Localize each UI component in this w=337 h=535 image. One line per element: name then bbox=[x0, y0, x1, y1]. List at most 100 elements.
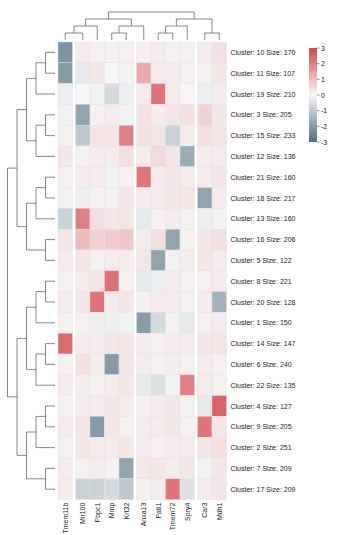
heatmap-cell bbox=[166, 458, 181, 479]
heatmap-cell bbox=[58, 271, 73, 292]
heatmap-cell bbox=[137, 167, 152, 188]
row-label: Cluster: 5 Size: 122 bbox=[231, 257, 292, 264]
row-dendrogram-link bbox=[27, 307, 37, 369]
heatmap-cell bbox=[119, 396, 134, 417]
heatmap-cell bbox=[212, 188, 227, 209]
heatmap-cell bbox=[151, 354, 166, 375]
heatmap-cell bbox=[198, 375, 213, 396]
heatmap-cell bbox=[198, 271, 213, 292]
heatmap-cell bbox=[90, 375, 105, 396]
heatmap-cell bbox=[105, 167, 120, 188]
heatmap-cell bbox=[119, 271, 134, 292]
heatmap-cell bbox=[180, 375, 195, 396]
heatmap-cell bbox=[90, 167, 105, 188]
heatmap-cell bbox=[166, 146, 181, 167]
heatmap-cell bbox=[198, 416, 213, 437]
heatmap-cell bbox=[58, 42, 73, 63]
heatmap-cell bbox=[58, 208, 73, 229]
heatmap-cell bbox=[180, 458, 195, 479]
heatmap-cell bbox=[151, 416, 166, 437]
heatmap-cell bbox=[90, 479, 105, 500]
color-bar: 3210-1-2-3 bbox=[309, 45, 327, 146]
color-bar-tick bbox=[317, 63, 320, 64]
heatmap-cell bbox=[137, 292, 152, 313]
heatmap-cell bbox=[76, 271, 91, 292]
color-bar-tick bbox=[317, 79, 320, 80]
row-label: Cluster: 19 Size: 210 bbox=[231, 91, 296, 98]
heatmap-cell bbox=[166, 42, 181, 63]
heatmap-cell bbox=[90, 312, 105, 333]
heatmap-cell bbox=[180, 396, 195, 417]
heatmap-cell bbox=[212, 84, 227, 105]
heatmap-cell bbox=[198, 354, 213, 375]
heatmap-cell bbox=[180, 271, 195, 292]
heatmap-cell bbox=[76, 104, 91, 125]
heatmap-cell bbox=[212, 354, 227, 375]
heatmap-cell bbox=[76, 479, 91, 500]
heatmap-cell bbox=[180, 125, 195, 146]
row-label: Cluster: 13 Size: 160 bbox=[231, 215, 296, 222]
column-label: Tmem11b bbox=[62, 503, 69, 534]
color-bar-gradient bbox=[309, 48, 317, 142]
heatmap-cell bbox=[137, 271, 152, 292]
heatmap-cell bbox=[119, 42, 134, 63]
heatmap-cell bbox=[137, 333, 152, 354]
color-bar-tick-label: 0 bbox=[321, 92, 325, 99]
column-label: Anxa13 bbox=[140, 503, 147, 527]
heatmap-cell bbox=[119, 292, 134, 313]
row-label: Cluster: 11 Size: 107 bbox=[231, 70, 296, 77]
heatmap-cell bbox=[105, 333, 120, 354]
heatmap-cell bbox=[58, 416, 73, 437]
column-label: Mmp bbox=[108, 503, 116, 519]
heatmap-cell bbox=[58, 250, 73, 271]
heatmap-cell bbox=[119, 208, 134, 229]
heatmap-cell bbox=[76, 458, 91, 479]
heatmap-cell bbox=[105, 125, 120, 146]
heatmap-cell bbox=[166, 416, 181, 437]
heatmap-cell bbox=[76, 42, 91, 63]
color-bar-tick-label: 1 bbox=[321, 76, 325, 83]
heatmap-cell bbox=[151, 312, 166, 333]
heatmap-cell bbox=[90, 84, 105, 105]
row-label: Cluster: 21 Size: 160 bbox=[231, 174, 296, 181]
heatmap-cell bbox=[212, 312, 227, 333]
heatmap-cell bbox=[76, 167, 91, 188]
column-dendrogram-link bbox=[112, 33, 127, 40]
heatmap-cell bbox=[90, 333, 105, 354]
heatmap-chart: Cluster: 10 Size: 170Cluster: 11 Size: 1… bbox=[0, 0, 337, 535]
heatmap-cell bbox=[137, 104, 152, 125]
heatmap-cell bbox=[90, 146, 105, 167]
heatmap-cell bbox=[90, 416, 105, 437]
heatmap-cell bbox=[58, 104, 73, 125]
color-bar-tick bbox=[317, 126, 320, 127]
heatmap-cell bbox=[166, 271, 181, 292]
heatmap-cell bbox=[105, 396, 120, 417]
heatmap-cell bbox=[212, 167, 227, 188]
heatmap-cell bbox=[119, 437, 134, 458]
heatmap-cell bbox=[119, 84, 134, 105]
heatmap-cell bbox=[166, 250, 181, 271]
heatmap-cell bbox=[90, 188, 105, 209]
column-label: Mdh1 bbox=[216, 502, 223, 520]
heatmap-cell bbox=[180, 416, 195, 437]
heatmap-cell bbox=[151, 125, 166, 146]
heatmap-cell bbox=[212, 437, 227, 458]
heatmap-cell bbox=[105, 271, 120, 292]
row-dendrogram-link bbox=[46, 281, 56, 302]
column-label: Tmem72 bbox=[169, 503, 176, 531]
heatmap-cell bbox=[137, 42, 152, 63]
heatmap-cell bbox=[119, 146, 134, 167]
row-dendrogram-link bbox=[46, 240, 56, 261]
column-label: Pati1 bbox=[155, 503, 162, 519]
heatmap-cell bbox=[151, 42, 166, 63]
heatmap-cell bbox=[151, 396, 166, 417]
heatmap-cell bbox=[105, 104, 120, 125]
row-dendrogram-link bbox=[27, 432, 46, 479]
heatmap-cell bbox=[212, 229, 227, 250]
heatmap-cell bbox=[105, 63, 120, 84]
row-label: Cluster: 8 Size: 221 bbox=[231, 278, 292, 285]
heatmap-cell bbox=[166, 292, 181, 313]
heatmap-cell bbox=[90, 437, 105, 458]
column-dendrogram-link bbox=[74, 26, 97, 40]
heatmap-cell bbox=[58, 188, 73, 209]
